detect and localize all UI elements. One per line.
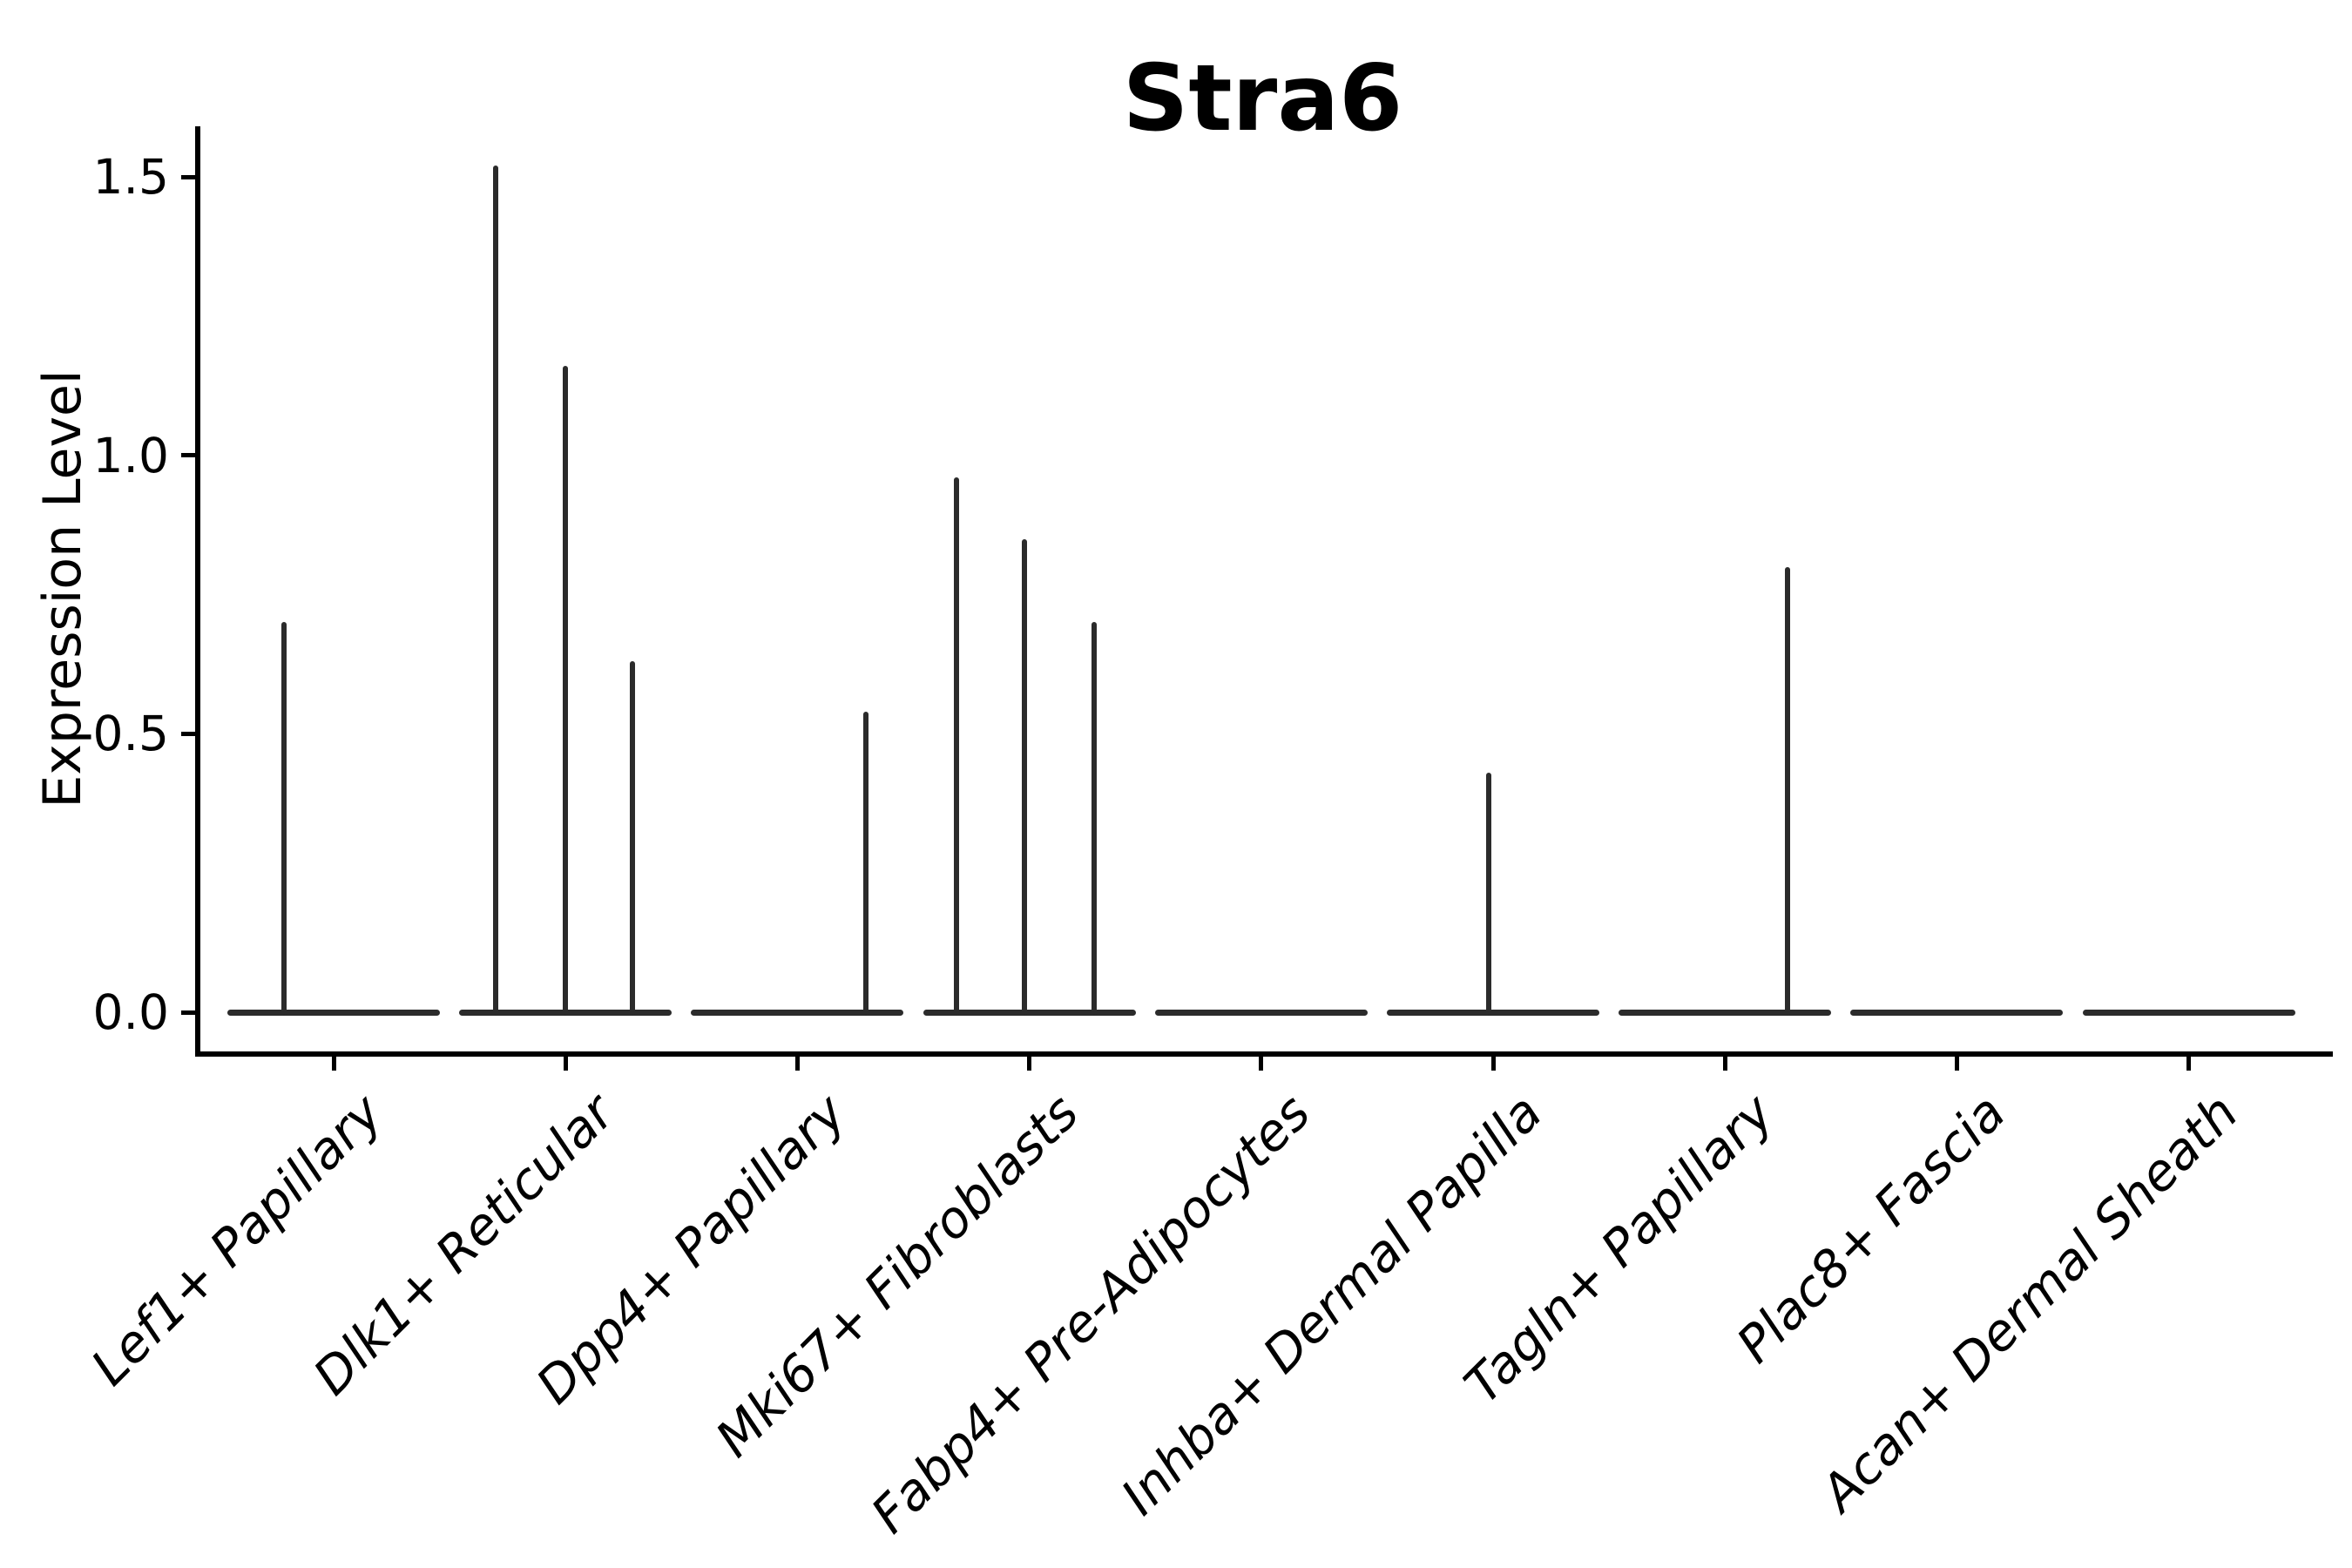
x-tick-mark	[1490, 1057, 1496, 1071]
x-tick-mark	[563, 1057, 568, 1071]
violin-spike	[953, 477, 959, 1016]
x-tick-mark	[1722, 1057, 1727, 1071]
violin-spike	[630, 661, 636, 1016]
violin-body	[1619, 1009, 1832, 1016]
y-tick-mark	[181, 453, 195, 458]
y-tick-mark	[181, 731, 195, 736]
x-tick-mark	[2186, 1057, 2192, 1071]
violin-spike	[280, 622, 287, 1016]
y-tick-label: 1.5	[92, 149, 169, 206]
violin-body	[227, 1009, 440, 1016]
violin-spike	[1485, 773, 1491, 1016]
violin-spike	[862, 711, 868, 1016]
y-axis-spine	[195, 126, 200, 1057]
x-tick-mark	[1259, 1057, 1264, 1071]
x-tick-mark	[1027, 1057, 1032, 1071]
x-tick-mark	[331, 1057, 336, 1071]
violin-body	[1387, 1009, 1599, 1016]
violin-body	[923, 1009, 1136, 1016]
x-axis-spine	[195, 1051, 2333, 1057]
y-tick-mark	[181, 174, 195, 179]
y-tick-mark	[181, 1010, 195, 1015]
y-tick-label: 1.0	[92, 427, 169, 483]
x-tick-mark	[794, 1057, 800, 1071]
violin-body	[691, 1009, 904, 1016]
x-tick-mark	[1954, 1057, 1959, 1071]
violin-body	[1154, 1009, 1368, 1016]
violin-spike	[563, 366, 569, 1016]
violin-spike	[1092, 622, 1098, 1016]
y-tick-label: 0.5	[92, 706, 169, 762]
violin-body	[2082, 1009, 2295, 1016]
violin-spike	[1785, 566, 1791, 1016]
plot-title: Stra6	[1122, 45, 1403, 152]
violin-spike	[1022, 538, 1028, 1016]
violin-body	[1850, 1009, 2064, 1016]
violin-spike	[493, 166, 499, 1016]
y-tick-label: 0.0	[92, 984, 169, 1040]
